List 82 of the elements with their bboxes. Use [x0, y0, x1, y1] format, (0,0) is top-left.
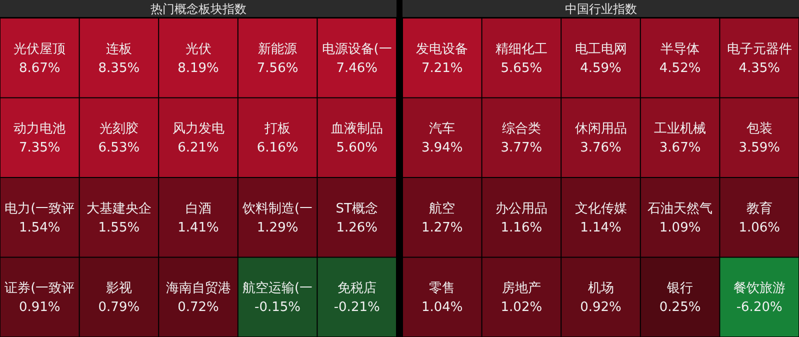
category-label: 电工电网: [574, 42, 627, 57]
data-label: 1.14%: [580, 220, 622, 236]
category-label: 光刻胶: [99, 122, 138, 137]
data-label: 0.91%: [18, 300, 60, 316]
category-label: 休闲用品: [574, 122, 627, 137]
data-label: -6.20%: [736, 300, 782, 316]
category-label: 航空: [429, 201, 456, 216]
data-label: -0.21%: [334, 300, 380, 316]
category-label: 教育: [746, 200, 772, 216]
data-label: 8.67%: [18, 60, 60, 76]
data-label: 1.55%: [98, 220, 140, 236]
data-label: 7.56%: [256, 60, 298, 76]
data-label: 3.77%: [500, 140, 542, 156]
data-label: 0.92%: [580, 300, 622, 316]
category-label: 影视: [106, 281, 132, 296]
data-label: 8.19%: [178, 60, 219, 76]
data-label: 4.52%: [659, 60, 701, 76]
category-label: 综合类: [502, 122, 541, 137]
data-label: 0.25%: [659, 300, 701, 316]
category-label: 海南自贸港: [166, 281, 231, 296]
data-label: 1.04%: [421, 300, 463, 316]
data-label: 0.79%: [98, 300, 140, 316]
category-label: 电子元器件: [726, 42, 792, 57]
data-label: 4.35%: [738, 60, 780, 76]
data-label: 6.53%: [98, 140, 140, 156]
category-label: ST概念: [336, 201, 378, 216]
category-label: 精细化工: [495, 42, 548, 57]
category-label: 光伏: [185, 42, 212, 57]
data-label: 3.76%: [580, 140, 622, 156]
category-label: 连板: [106, 42, 132, 57]
data-label: 1.06%: [738, 220, 780, 236]
data-label: 1.41%: [178, 220, 219, 236]
data-label: 3.94%: [421, 140, 463, 156]
category-label: 免税店: [337, 280, 376, 296]
data-label: 6.21%: [178, 140, 219, 156]
category-label: 大基建央企: [86, 201, 152, 216]
category-label: 动力电池: [14, 122, 66, 137]
category-label: 汽车: [429, 122, 456, 137]
data-label: 4.59%: [580, 60, 622, 76]
category-label: 电源设备(一: [322, 42, 392, 57]
category-label: 打板: [264, 122, 291, 137]
data-label: 1.54%: [18, 220, 60, 236]
data-label: 7.21%: [421, 60, 463, 76]
category-label: 石油天然气: [648, 201, 713, 216]
data-label: 6.16%: [256, 140, 298, 156]
category-label: 血液制品: [330, 122, 383, 137]
data-label: 1.29%: [256, 220, 298, 236]
category-label: 餐饮旅游: [733, 281, 786, 296]
data-label: 7.46%: [336, 60, 378, 76]
category-label: 文化传媒: [574, 201, 627, 216]
data-label: 5.60%: [336, 140, 378, 156]
category-label: 证券(一致评: [4, 281, 75, 296]
data-label: 1.02%: [500, 300, 542, 316]
category-label: 银行: [666, 281, 694, 296]
text: 中国行业指数: [564, 2, 637, 16]
category-label: 包装: [746, 122, 772, 137]
data-label: 5.65%: [500, 60, 542, 76]
data-label: -0.15%: [254, 300, 301, 316]
category-label: 白酒: [185, 201, 212, 216]
data-label: 1.09%: [659, 220, 701, 236]
category-label: 光伏屋顶: [14, 42, 66, 57]
text: 热门概念板块指数: [150, 2, 246, 16]
data-label: 3.67%: [659, 140, 701, 156]
category-label: 风力发电: [172, 122, 224, 137]
category-label: 新能源: [258, 42, 298, 57]
category-label: 航空运输(一: [242, 281, 313, 296]
data-label: 3.59%: [738, 140, 780, 156]
data-label: 7.35%: [18, 140, 60, 156]
category-label: 半导体: [660, 42, 700, 57]
category-label: 工业机械: [654, 122, 706, 137]
category-label: 房地产: [502, 280, 541, 296]
category-label: 零售: [429, 281, 456, 296]
category-label: 饮料制造(一: [242, 201, 313, 216]
data-label: 8.35%: [98, 60, 140, 76]
data-label: 1.16%: [500, 220, 542, 236]
category-label: 机场: [588, 281, 614, 296]
category-label: 发电设备: [416, 42, 468, 57]
category-label: 办公用品: [495, 201, 548, 216]
category-label: 电力(一致评: [4, 201, 75, 216]
data-label: 0.72%: [178, 300, 219, 316]
data-label: 1.27%: [421, 220, 463, 236]
data-label: 1.26%: [336, 220, 378, 236]
